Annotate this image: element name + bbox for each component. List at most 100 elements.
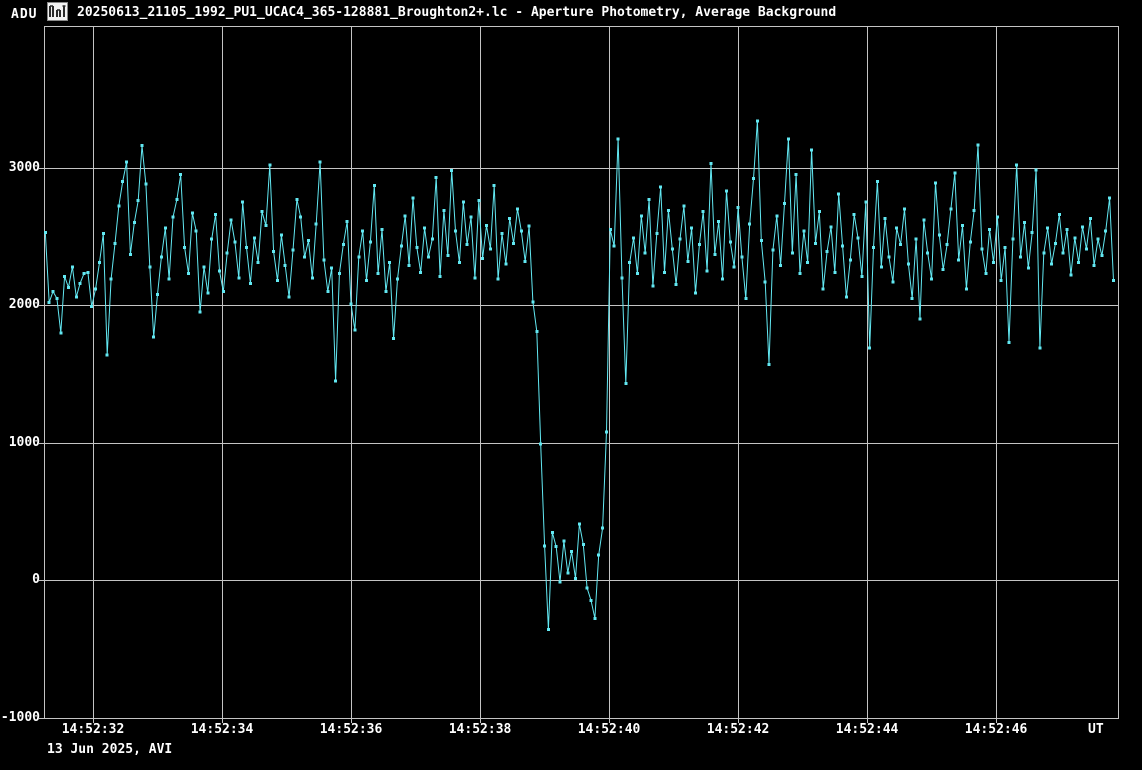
- data-point-marker: [272, 250, 276, 254]
- data-point-marker: [829, 225, 833, 229]
- data-point-marker: [814, 241, 817, 245]
- data-point-marker: [868, 346, 872, 350]
- data-point-marker: [635, 272, 639, 276]
- data-point-marker: [318, 160, 322, 164]
- data-point-marker: [910, 296, 914, 300]
- data-point-marker: [937, 233, 941, 237]
- data-point-marker: [229, 218, 233, 222]
- data-point-marker: [322, 258, 326, 262]
- data-point-marker: [964, 287, 968, 291]
- data-point-marker: [260, 210, 264, 214]
- data-point-marker: [748, 222, 752, 226]
- data-point-marker: [256, 261, 260, 265]
- data-point-marker: [376, 272, 380, 276]
- data-point-marker: [1104, 229, 1108, 233]
- data-point-marker: [477, 199, 481, 203]
- data-point-marker: [697, 243, 701, 247]
- data-point-marker: [790, 251, 794, 255]
- data-point-marker: [67, 285, 70, 289]
- data-point-marker: [930, 277, 934, 281]
- data-point-marker: [407, 263, 411, 267]
- data-point-marker: [1026, 266, 1030, 270]
- data-point-marker: [1096, 237, 1100, 241]
- data-point-marker: [725, 189, 728, 193]
- data-point-marker: [755, 119, 759, 123]
- x-tick-label: 14:52:42: [706, 722, 770, 737]
- data-point-marker: [620, 276, 624, 280]
- data-point-marker: [899, 243, 903, 247]
- data-point-marker: [663, 270, 666, 274]
- data-point-marker: [74, 295, 78, 299]
- data-point-marker: [303, 255, 307, 259]
- data-point-marker: [554, 545, 558, 549]
- data-point-marker: [488, 247, 492, 251]
- data-point-marker: [334, 379, 338, 383]
- data-point-marker: [500, 232, 504, 236]
- data-point-marker: [299, 215, 303, 219]
- data-point-marker: [252, 236, 256, 240]
- data-point-marker: [423, 226, 427, 230]
- data-point-marker: [361, 229, 365, 233]
- data-point-marker: [396, 277, 399, 281]
- data-point-marker: [922, 218, 926, 222]
- data-point-marker: [59, 331, 63, 335]
- data-point-marker: [419, 270, 423, 274]
- data-point-marker: [581, 543, 585, 547]
- data-point-marker: [694, 291, 697, 295]
- data-point-marker: [740, 255, 744, 259]
- data-point-marker: [94, 287, 98, 291]
- data-point-marker: [872, 246, 875, 249]
- data-point-marker: [655, 232, 659, 236]
- data-point-marker: [934, 181, 937, 185]
- data-point-marker: [941, 268, 945, 271]
- data-point-marker: [674, 283, 678, 287]
- data-point-marker: [101, 232, 105, 236]
- data-point-marker: [295, 197, 299, 201]
- data-point-marker: [543, 544, 547, 548]
- data-point-marker: [771, 248, 775, 252]
- data-point-marker: [593, 616, 597, 620]
- data-point-marker: [852, 213, 856, 216]
- data-point-marker: [90, 305, 94, 309]
- data-point-marker: [682, 204, 686, 208]
- data-point-marker: [574, 576, 577, 580]
- data-point-marker: [1112, 279, 1115, 282]
- data-point-marker: [926, 251, 930, 255]
- data-point-marker: [744, 296, 748, 300]
- data-point-marker: [512, 241, 516, 245]
- data-point-marker: [918, 317, 922, 321]
- data-point-marker: [875, 180, 879, 183]
- data-point-marker: [972, 208, 976, 212]
- data-point-marker: [473, 276, 477, 280]
- data-point-marker: [527, 224, 531, 228]
- data-point-marker: [156, 292, 159, 296]
- data-point-marker: [643, 251, 647, 255]
- data-point-marker: [1023, 221, 1026, 225]
- data-point-marker: [481, 257, 485, 260]
- data-point-marker: [98, 261, 101, 265]
- data-point-marker: [310, 276, 314, 280]
- data-point-marker: [639, 214, 643, 218]
- data-point-marker: [651, 284, 655, 288]
- data-point-marker: [1061, 251, 1065, 255]
- data-point-marker: [1108, 196, 1112, 200]
- data-point-marker: [163, 226, 167, 230]
- data-point-marker: [345, 219, 349, 223]
- data-point-marker: [1050, 262, 1054, 266]
- data-point-marker: [148, 265, 152, 269]
- data-point-marker: [291, 248, 295, 252]
- data-point-marker: [841, 244, 845, 248]
- data-point-marker: [1084, 247, 1088, 251]
- data-point-marker: [283, 263, 287, 267]
- data-point-marker: [206, 291, 210, 295]
- data-point-marker: [442, 208, 446, 212]
- data-point-marker: [187, 272, 190, 276]
- data-point-marker: [957, 258, 961, 262]
- data-point-marker: [171, 215, 175, 219]
- data-point-marker: [183, 246, 187, 249]
- data-point-marker: [1038, 346, 1042, 350]
- data-point-marker: [307, 239, 310, 243]
- data-point-marker: [1069, 273, 1073, 277]
- x-tick-label: 14:52:34: [190, 722, 254, 737]
